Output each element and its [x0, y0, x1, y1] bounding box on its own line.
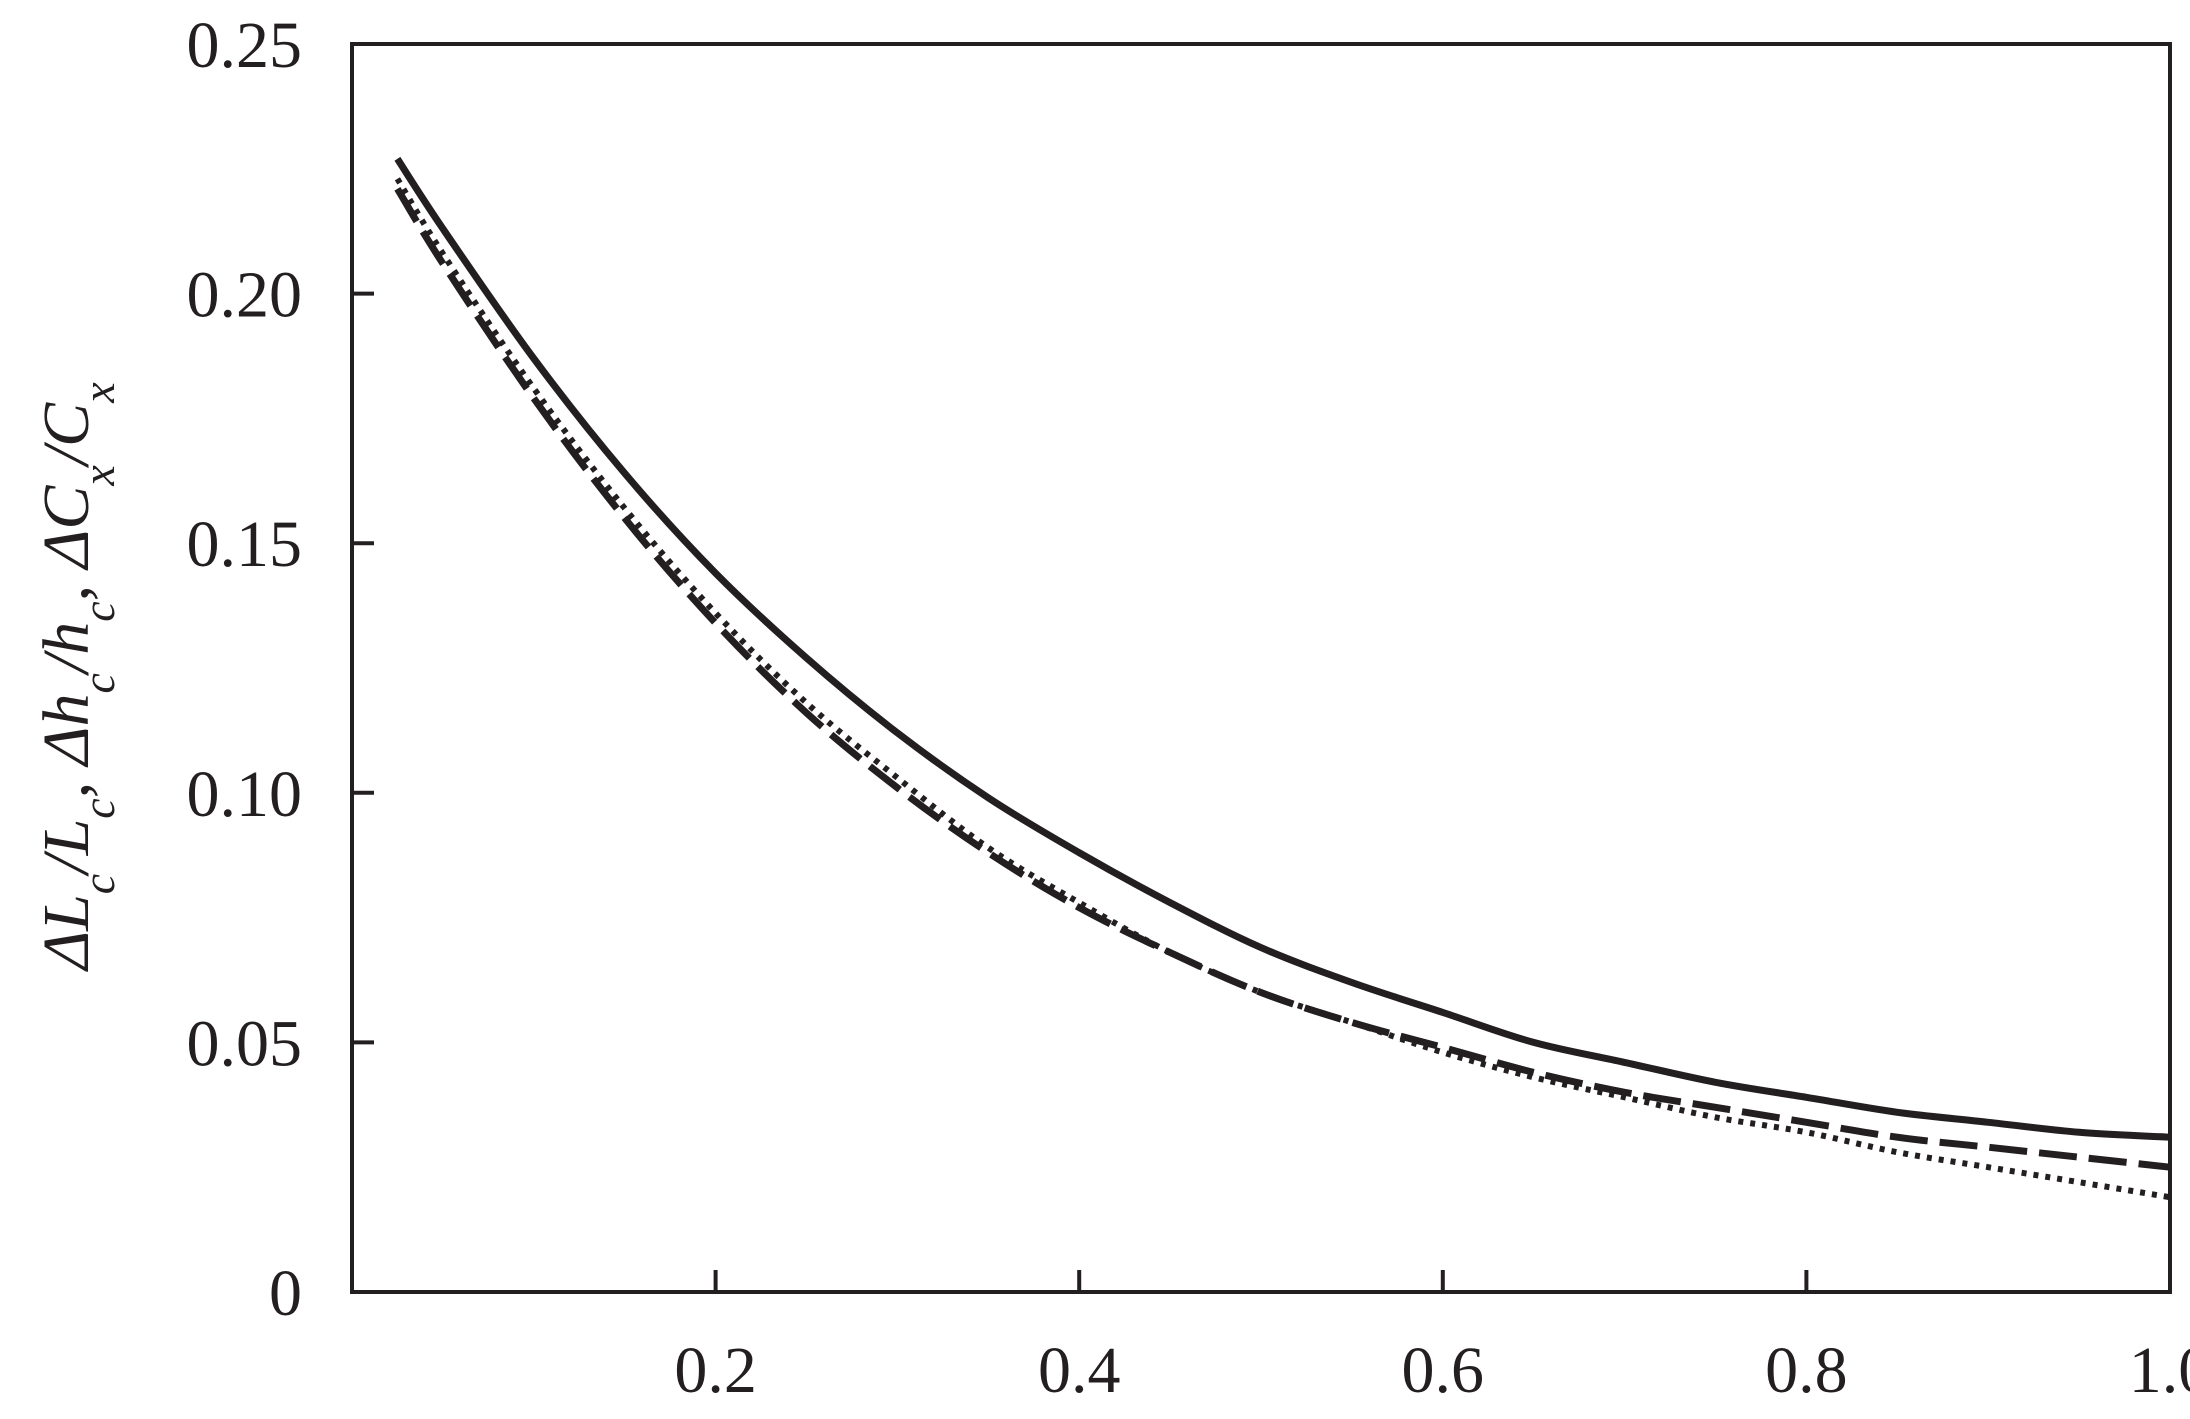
y-axis-label-part: c [73, 798, 124, 818]
y-axis-label-part: x [73, 465, 124, 487]
x-tick-label: 1.0 [2129, 1334, 2190, 1407]
y-axis-label-part: ΔL [30, 894, 103, 972]
series-line-dashed [394, 186, 2171, 1171]
series-line-dotted [394, 177, 2171, 1201]
y-tick-label: 0.20 [187, 259, 303, 332]
y-tick-label: 0.25 [187, 9, 303, 82]
y-tick-label: 0 [269, 1257, 302, 1330]
y-axis-label-part: c [73, 673, 124, 693]
axes-layer [350, 42, 2172, 1294]
x-tick-label: 0.6 [1402, 1334, 1485, 1407]
y-axis-label-group: ΔLc/Lc, Δhc/hc, ΔCx/Cx [30, 382, 124, 973]
y-axis-label-part: L [30, 819, 103, 857]
y-tick-label: 0.15 [187, 508, 303, 581]
y-tick-label: 0.10 [187, 758, 303, 831]
y-axis-label-part: c [73, 601, 124, 621]
y-tick-label: 0.05 [187, 1007, 303, 1080]
y-axis-label-part: c [73, 874, 124, 894]
series-layer [394, 156, 2171, 1201]
series-line-solid [394, 156, 2171, 1141]
y-axis-label-part: , [30, 765, 103, 798]
x-tick-label: 0.8 [1765, 1334, 1848, 1407]
y-axis-label-part: x [73, 382, 124, 404]
y-axis-label-part: ΔC [30, 485, 103, 572]
y-axis-label-part: , [30, 568, 103, 601]
y-axis-label-part: h [30, 622, 103, 655]
plot-frame [350, 42, 2172, 1294]
x-tick-label: 0.4 [1038, 1334, 1121, 1407]
x-tick-label: 0.2 [674, 1334, 757, 1407]
x-axis-ticks: 0.2 0.4 0.6 0.8 1.0 [674, 1270, 2190, 1407]
y-axis-ticks: 0 0.05 0.10 0.15 0.20 0.25 [187, 9, 374, 1330]
y-axis-label: ΔLc/Lc, Δhc/hc, ΔCx/Cx [30, 382, 124, 973]
y-axis-label-part: C [30, 402, 103, 447]
y-axis-label-part: Δh [30, 694, 103, 769]
